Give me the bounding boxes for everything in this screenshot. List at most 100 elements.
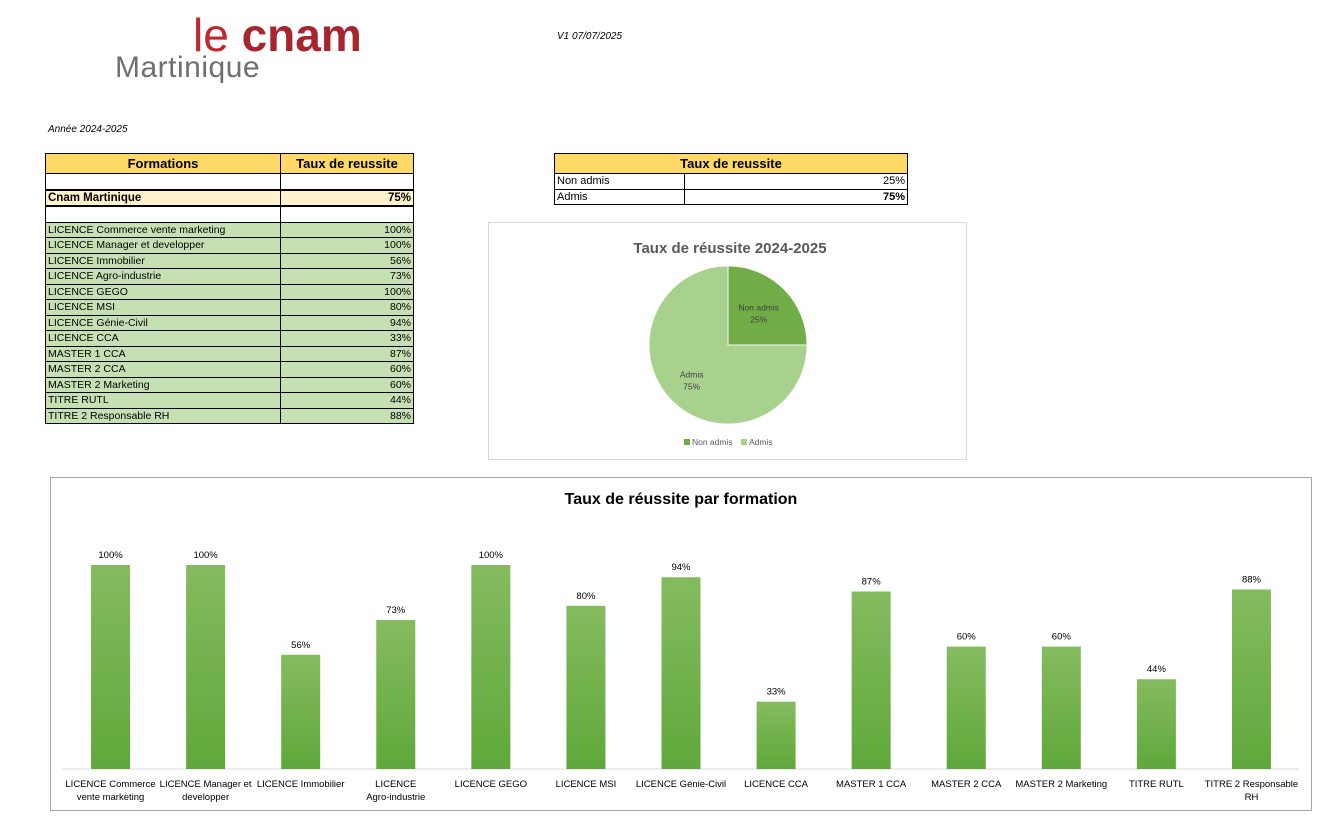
formation-label: LICENCE Manager et developper	[45, 237, 281, 254]
table-row: MASTER 2 CCA 60%	[45, 361, 414, 378]
pie-slice-admis	[648, 265, 808, 425]
legend-swatch	[684, 439, 690, 445]
bar-data-label: 87%	[862, 577, 882, 588]
bar-chart: Taux de réussite par formation 100% LICENC…	[63, 491, 1299, 803]
bar	[1231, 589, 1271, 769]
pie-data-label-value: 25%	[750, 314, 767, 324]
table-row: LICENCE Manager et developper 100%	[45, 237, 414, 254]
summary-value: 25%	[684, 173, 908, 190]
bar	[376, 620, 416, 769]
x-tick-label: LICENCE CCA	[744, 779, 809, 790]
formation-rate: 94%	[280, 314, 414, 331]
bar	[1041, 646, 1081, 769]
summary-label: Admis	[554, 188, 685, 205]
x-tick-label: MASTER 1 CCA	[836, 779, 907, 790]
bar	[946, 646, 986, 769]
formation-rate: 80%	[280, 299, 414, 316]
bar	[281, 654, 321, 769]
formation-label: LICENCE GEGO	[45, 283, 281, 300]
formation-rate: 100%	[280, 283, 414, 300]
table-row: LICENCE Commerce vente marketing 100%	[45, 221, 414, 238]
pie-data-label-value: 75%	[683, 381, 700, 391]
total-value: 75%	[280, 188, 414, 207]
version-label: V1 07/07/2025	[557, 31, 623, 42]
cnam-logo: le cnam Martinique	[115, 10, 415, 90]
formation-rate: 88%	[280, 407, 414, 424]
legend-label: Admis	[749, 437, 773, 447]
bar	[851, 591, 891, 769]
table-row: LICENCE CCA 33%	[45, 330, 414, 347]
logo-cnam-text: le cnam	[193, 9, 362, 61]
summary-row-non-admis: Non admis 25%	[554, 173, 908, 190]
bar-data-label: 56%	[291, 640, 311, 651]
formation-rate: 60%	[280, 361, 414, 378]
col-header-taux: Taux de reussite	[280, 153, 414, 174]
summary-label: Non admis	[554, 173, 685, 190]
formation-label: MASTER 2 Marketing	[45, 376, 281, 393]
formation-rate: 100%	[280, 221, 414, 238]
formation-rate: 100%	[280, 237, 414, 254]
legend-label: Non admis	[692, 437, 733, 447]
table-row: LICENCE MSI 80%	[45, 299, 414, 316]
pie-chart-container: Taux de réussite 2024-2025 Non admis 25% Ad…	[488, 222, 967, 460]
formation-label: MASTER 1 CCA	[45, 345, 281, 362]
x-tick-label: LICENCE Manager et developper	[160, 779, 252, 803]
x-tick-label: TITRE 2 Responsable RH	[1205, 779, 1298, 803]
formation-label: LICENCE Agro-industrie	[45, 268, 281, 285]
bar-data-label: 33%	[767, 687, 787, 698]
formation-rate: 60%	[280, 376, 414, 393]
bar-data-label: 80%	[576, 591, 596, 602]
formation-label: LICENCE CCA	[45, 330, 281, 347]
table-row: LICENCE Immobilier 56%	[45, 252, 414, 269]
table-row: LICENCE Agro-industrie 73%	[45, 268, 414, 285]
formation-label: TITRE 2 Responsable RH	[45, 407, 281, 424]
formation-rate: 56%	[280, 252, 414, 269]
formation-label: MASTER 2 CCA	[45, 361, 281, 378]
logo-martinique-text: Martinique	[115, 51, 261, 84]
bar	[91, 565, 131, 769]
bar	[186, 565, 226, 769]
formation-rate: 87%	[280, 345, 414, 362]
pie-data-label-name: Non admis	[738, 302, 779, 312]
bar-data-label: 100%	[479, 550, 504, 561]
table-row: TITRE 2 Responsable RH 88%	[45, 407, 414, 424]
bar-data-label: 88%	[1242, 574, 1262, 585]
bar	[756, 701, 796, 769]
bar-data-label: 73%	[386, 605, 406, 616]
total-row: Cnam Martinique 75%	[45, 188, 414, 207]
formation-label: LICENCE Commerce vente marketing	[45, 221, 281, 238]
table-row: LICENCE Génie-Civil 94%	[45, 314, 414, 331]
x-tick-label: MASTER 2 CCA	[931, 779, 1002, 790]
bar-data-label: 100%	[193, 550, 218, 561]
bar	[471, 565, 511, 769]
legend-swatch	[741, 439, 747, 445]
x-tick-label: MASTER 2 Marketing	[1015, 779, 1107, 790]
total-label: Cnam Martinique	[45, 188, 281, 207]
formation-label: LICENCE Génie-Civil	[45, 314, 281, 331]
formations-table: Formations Taux de reussite Cnam Martini…	[45, 153, 414, 424]
formation-label: LICENCE Immobilier	[45, 252, 281, 269]
bar-data-label: 44%	[1147, 664, 1167, 675]
summary-table: Taux de reussite Non admis 25% Admis 75%	[554, 153, 908, 205]
summary-row-admis: Admis 75%	[554, 188, 908, 205]
summary-value: 75%	[684, 188, 908, 205]
bar-data-label: 60%	[957, 632, 977, 643]
pie-title: Taux de réussite 2024-2025	[633, 240, 826, 257]
x-tick-label: LICENCE Commerce vente marketing	[65, 779, 155, 803]
summary-header: Taux de reussite	[554, 153, 908, 174]
x-tick-label: LICENCE MSI	[556, 779, 617, 790]
x-tick-label: LICENCE Immobilier	[257, 779, 345, 790]
bar-chart-title: Taux de réussite par formation	[565, 491, 798, 508]
x-tick-label: LICENCE GEGO	[455, 779, 527, 790]
pie-slice-non-admis	[727, 265, 808, 346]
bar-data-label: 60%	[1052, 632, 1072, 643]
formation-label: LICENCE MSI	[45, 299, 281, 316]
bar	[661, 577, 701, 769]
x-tick-label: TITRE RUTL	[1129, 779, 1184, 790]
bar-chart-container: Taux de réussite par formation 100% LICENC…	[50, 477, 1312, 811]
formation-rate: 33%	[280, 330, 414, 347]
table-row: LICENCE GEGO 100%	[45, 283, 414, 300]
x-tick-label: LICENCE Génie-Civil	[636, 779, 726, 790]
table-row: MASTER 1 CCA 87%	[45, 345, 414, 362]
formation-label: TITRE RUTL	[45, 392, 281, 409]
